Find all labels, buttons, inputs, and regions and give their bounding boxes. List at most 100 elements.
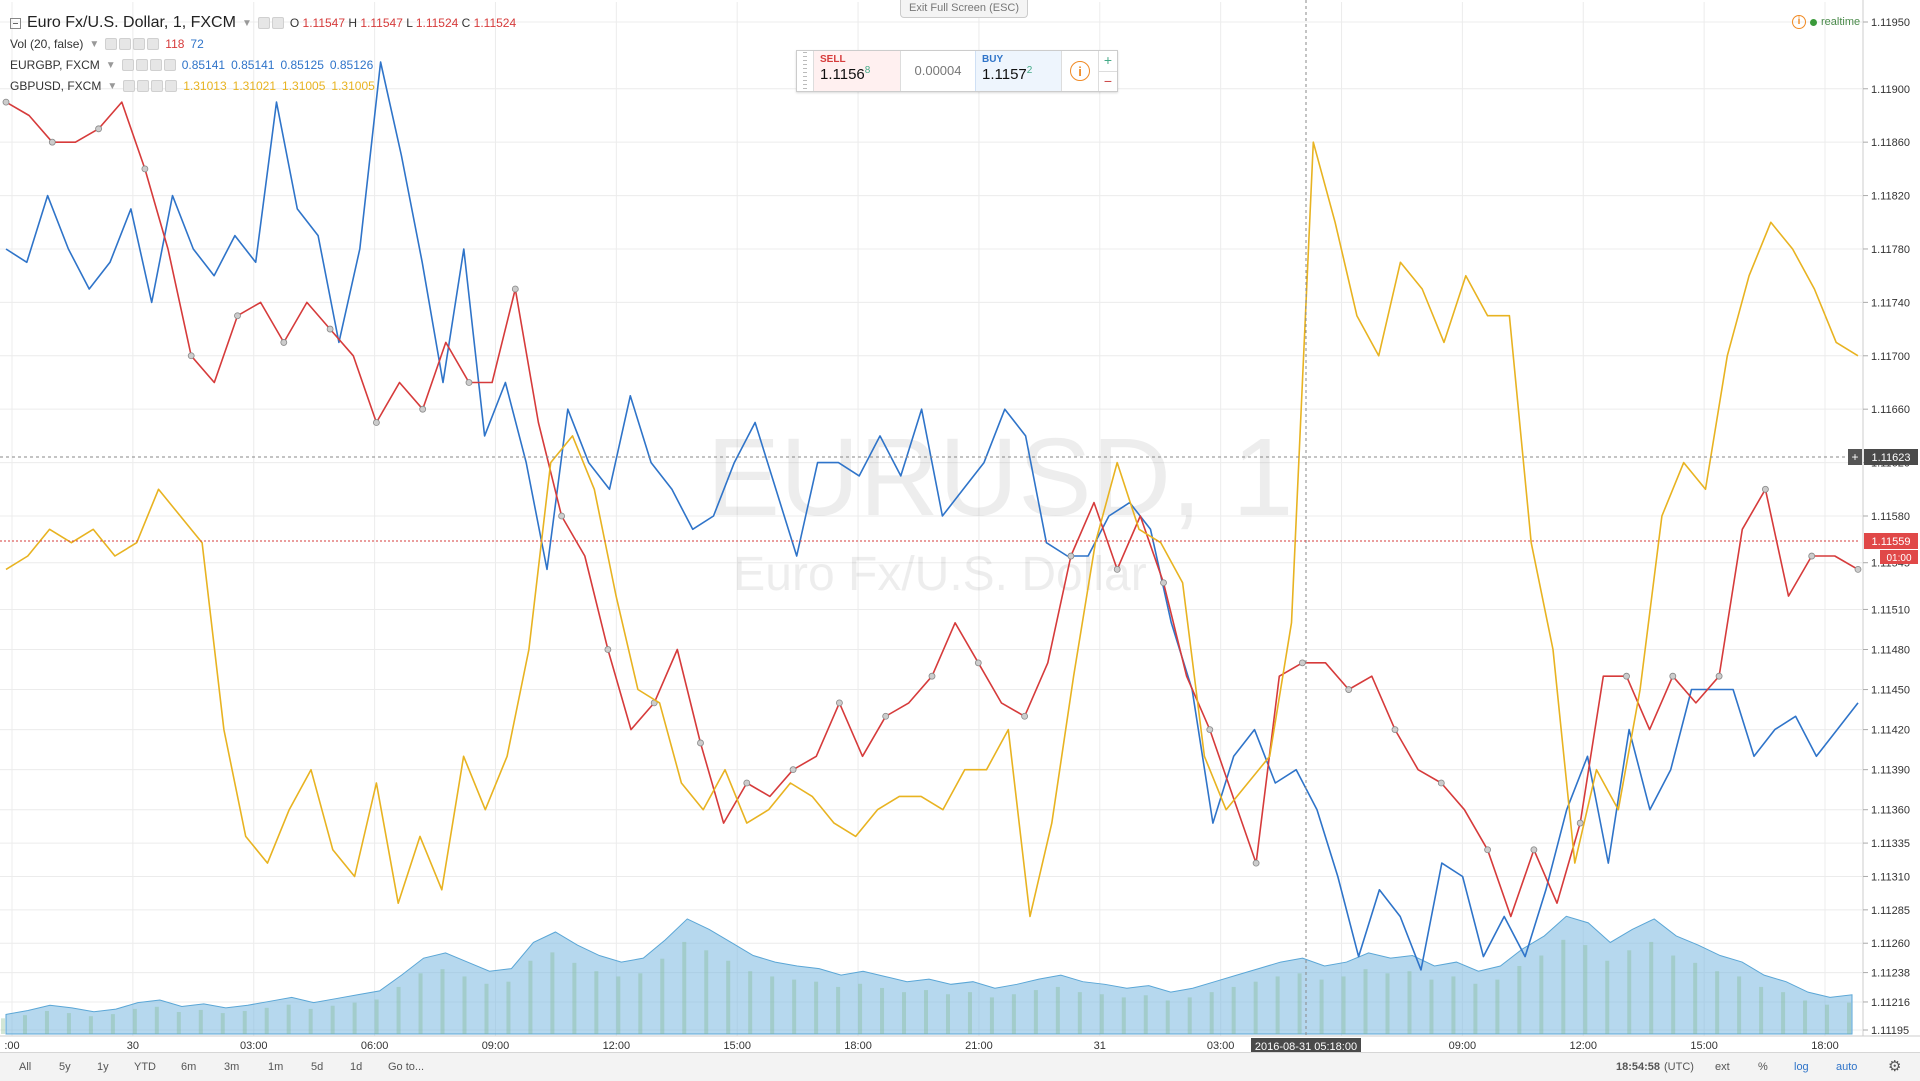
range-5y-button[interactable]: 5y — [59, 1061, 71, 1073]
volume-bar — [1715, 971, 1720, 1034]
price-axis[interactable]: 1.11950 1.11900 1.11860 1.11820 1.11780 1.117… — [1862, 0, 1910, 1037]
main-symbol-title[interactable]: Euro Fx/U.S. Dollar, 1, FXCM — [27, 14, 236, 31]
volume-bar — [1605, 960, 1610, 1034]
volume-bar — [1011, 994, 1016, 1034]
volume-bar — [1495, 979, 1500, 1034]
legend-controls[interactable] — [123, 80, 178, 92]
volume-bar — [1759, 986, 1764, 1034]
drag-handle-icon[interactable] — [797, 51, 814, 91]
ext-hours-toggle[interactable]: ext — [1715, 1061, 1730, 1073]
realtime-indicator[interactable]: i realtime — [1792, 15, 1860, 29]
series-point — [1345, 686, 1353, 693]
volume-bar — [1517, 966, 1522, 1034]
volume-study-name[interactable]: Vol (20, false) — [10, 37, 84, 51]
buy-button[interactable]: BUY 1.11572 — [975, 51, 1061, 91]
volume-bar — [682, 941, 687, 1034]
eurgbp-name[interactable]: EURGBP, FXCM — [10, 58, 100, 72]
price-tick-label: 1.11510 — [1871, 604, 1910, 616]
price-tick-label: 1.11310 — [1871, 871, 1910, 883]
gear-icon[interactable]: ⚙ — [1888, 1058, 1902, 1075]
series-point — [1854, 565, 1862, 573]
goto-date-button[interactable]: Go to... — [388, 1061, 425, 1073]
series-point — [1113, 565, 1121, 573]
volume-bar — [352, 1002, 357, 1034]
series-point — [1669, 672, 1677, 680]
svg-text:2016-08-31 05:18:00: 2016-08-31 05:18:00 — [1255, 1041, 1357, 1052]
series-point — [280, 339, 288, 346]
crosshair-price-label: + 1.11623 — [1848, 449, 1918, 465]
time-axis[interactable]: :00 30 03:00 06:00 09:00 12:00 15:00 18:00 21:00… — [0, 1035, 1920, 1052]
price-tick-label: 1.11285 — [1871, 905, 1910, 917]
volume-bar — [880, 987, 885, 1034]
chevron-down-icon[interactable]: ▼ — [241, 17, 252, 29]
legend-controls[interactable] — [121, 59, 176, 71]
series-point — [1067, 552, 1075, 560]
quantity-stepper[interactable]: + − — [1098, 51, 1117, 91]
ohlc-values: O 1.11547 H 1.11547 L 1.11524 C 1.11524 — [289, 16, 517, 30]
range-1y-button[interactable]: 1y — [97, 1061, 109, 1073]
watermark-symbol: EURUSD, 1 — [707, 416, 1294, 539]
volume-bar — [484, 983, 489, 1034]
trade-info-button[interactable]: i — [1061, 51, 1098, 91]
volume-bar — [1385, 973, 1390, 1034]
volume-bar — [550, 952, 555, 1034]
volume-bar — [396, 986, 401, 1034]
price-tick-label: 1.11860 — [1871, 137, 1910, 149]
info-icon[interactable]: i — [1792, 15, 1806, 29]
volume-bar — [989, 997, 994, 1034]
price-tick-label: 1.11450 — [1871, 685, 1910, 697]
auto-scale-toggle[interactable]: auto — [1836, 1061, 1858, 1073]
volume-bar — [858, 983, 863, 1034]
range-ytd-button[interactable]: YTD — [134, 1061, 156, 1073]
gbpusd-high: 1.31021 — [232, 79, 277, 93]
range-1d-button[interactable]: 1d — [350, 1061, 363, 1073]
gbpusd-name[interactable]: GBPUSD, FXCM — [10, 79, 102, 93]
percent-scale-toggle[interactable]: % — [1758, 1061, 1768, 1073]
volume-bar — [44, 1010, 49, 1034]
volume-bar — [1363, 969, 1368, 1034]
chevron-down-icon[interactable]: ▼ — [89, 38, 100, 50]
eurgbp-open: 0.85141 — [181, 58, 226, 72]
series-point — [1808, 552, 1816, 560]
range-all-button[interactable]: All — [19, 1061, 32, 1073]
legend-controls[interactable] — [105, 38, 160, 50]
legend-eurgbp: EURGBP, FXCM ▼ 0.85141 0.85141 0.85125 0… — [10, 58, 373, 72]
minus-icon[interactable]: − — [1099, 70, 1117, 92]
series-point — [789, 766, 797, 774]
range-6m-button[interactable]: 6m — [181, 1061, 197, 1073]
volume-bar — [814, 981, 819, 1034]
volume-bar — [1451, 976, 1456, 1034]
clock-time: 18:54:58 — [1616, 1061, 1661, 1073]
range-1m-button[interactable]: 1m — [268, 1061, 284, 1073]
volume-bar — [1231, 986, 1236, 1034]
plus-icon[interactable]: + — [1103, 52, 1113, 68]
time-tick-label: 09:00 — [1449, 1040, 1477, 1052]
eurgbp-high: 0.85141 — [231, 58, 275, 72]
timezone-label[interactable]: (UTC) — [1664, 1061, 1694, 1073]
time-tick-label: 12:00 — [603, 1040, 631, 1052]
log-scale-toggle[interactable]: log — [1794, 1061, 1809, 1073]
exit-fullscreen-button[interactable]: Exit Full Screen (ESC) — [900, 0, 1029, 18]
volume-bar — [1825, 1004, 1830, 1034]
collapse-legend-icon[interactable] — [10, 17, 21, 29]
volume-bar — [660, 958, 665, 1034]
series-point — [326, 325, 334, 333]
volume-bar — [1055, 986, 1060, 1034]
volume-bar — [945, 994, 950, 1034]
series-point — [743, 779, 751, 787]
series-point — [1206, 726, 1214, 734]
chevron-down-icon[interactable]: ▼ — [105, 59, 116, 71]
range-3m-button[interactable]: 3m — [224, 1061, 240, 1073]
range-5d-button[interactable]: 5d — [311, 1061, 324, 1073]
chevron-down-icon[interactable]: ▼ — [107, 80, 118, 92]
series-point — [558, 512, 565, 520]
series-point — [465, 379, 473, 386]
sell-button[interactable]: SELL 1.11568 — [814, 51, 900, 91]
chart-canvas[interactable]: EURUSD, 1 Euro Fx/U.S. Dollar 1.119501.1… — [0, 0, 1920, 1052]
legend-controls[interactable] — [257, 17, 284, 29]
volume-bar — [572, 962, 577, 1034]
series-point — [187, 352, 195, 360]
volume-bar — [1429, 979, 1434, 1034]
series-point — [2, 98, 10, 106]
series-point — [141, 165, 149, 173]
